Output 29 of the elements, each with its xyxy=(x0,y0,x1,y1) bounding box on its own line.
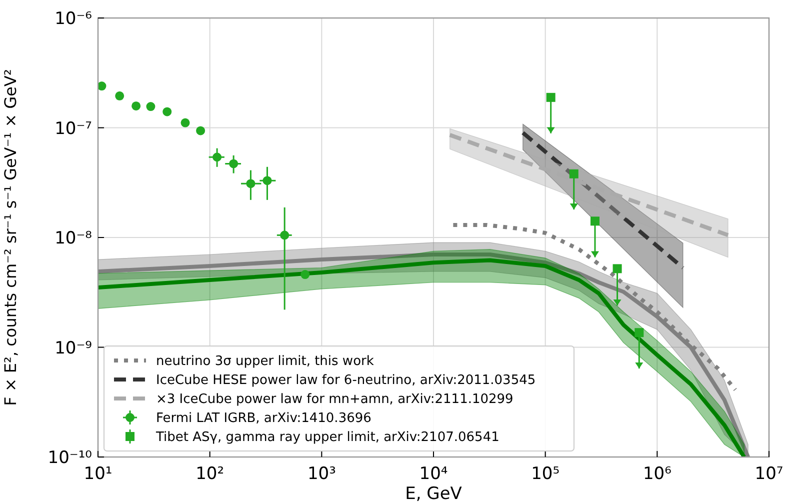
legend-label: neutrino 3σ upper limit, this work xyxy=(156,354,374,369)
y-tick-label: 10⁻⁸ xyxy=(54,228,92,248)
x-tick-label: 10⁶ xyxy=(642,464,672,484)
point xyxy=(98,82,106,91)
point xyxy=(262,176,272,186)
y-tick-label: 10⁻⁷ xyxy=(54,118,92,139)
legend-label: IceCube HESE power law for 6-neutrino, arXiv:2011.03545 xyxy=(156,373,536,388)
point xyxy=(132,101,141,110)
point xyxy=(115,91,124,100)
x-tick-label: 10³ xyxy=(307,464,336,484)
point xyxy=(196,126,206,136)
x-tick-label: 10² xyxy=(196,464,224,484)
legend-label: ×3 IceCube power law for mn+amn, arXiv:2111.10299 xyxy=(156,392,514,407)
legend-label: Fermi LAT IGRB, arXiv:1410.3696 xyxy=(156,411,372,426)
x-tick-label: 10⁵ xyxy=(531,464,560,484)
x-axis-title: E, GeV xyxy=(405,484,462,503)
point xyxy=(180,118,190,128)
point xyxy=(280,230,290,240)
y-tick-label: 10⁻⁹ xyxy=(54,338,92,358)
legend-label: Tibet ASγ, gamma ray upper limit, arXiv:2107.06541 xyxy=(155,430,500,445)
y-tick-label: 10⁻⁶ xyxy=(54,9,92,29)
point xyxy=(146,102,156,112)
point xyxy=(246,179,256,188)
point xyxy=(212,152,222,162)
point xyxy=(229,159,238,168)
y-axis-title: F × E², counts cm⁻² sr⁻¹ s⁻¹ GeV⁻¹ × GeV² xyxy=(1,69,20,406)
x-tick-label: 10⁷ xyxy=(754,464,784,484)
point xyxy=(162,107,172,116)
x-tick-label: 10⁴ xyxy=(419,464,448,484)
